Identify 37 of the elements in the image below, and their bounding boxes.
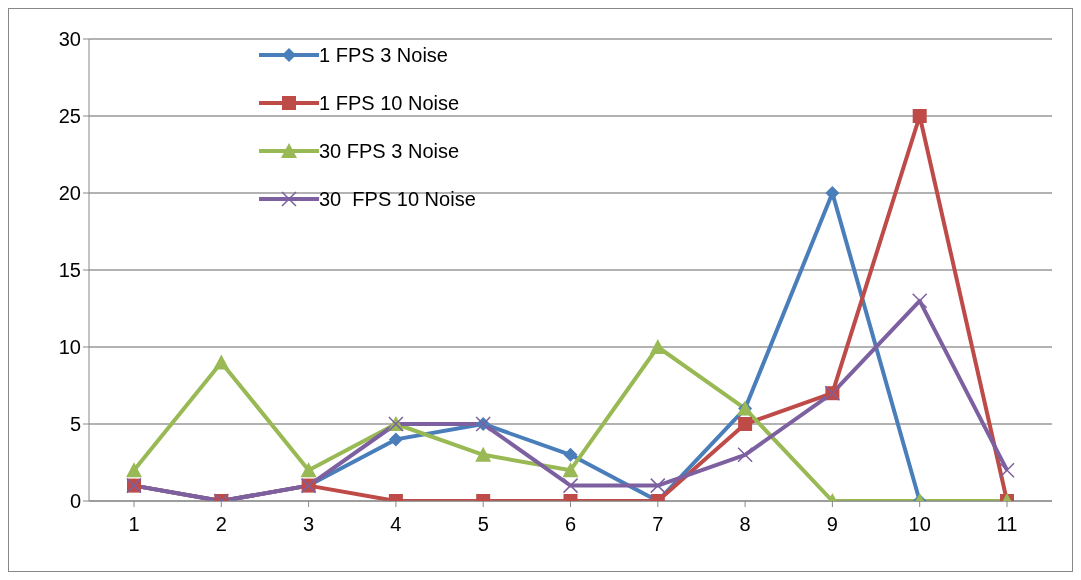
x-tick-label: 11 xyxy=(996,513,1018,536)
y-tick-label: 25 xyxy=(58,105,81,128)
x-tick-label: 2 xyxy=(215,513,227,536)
legend-label: 30 FPS 3 Noise xyxy=(319,139,460,163)
x-tick-label: 8 xyxy=(739,513,751,536)
y-tick-label: 5 xyxy=(69,413,81,436)
x-tick-label: 10 xyxy=(908,513,931,536)
y-tick-label: 10 xyxy=(58,336,81,359)
point xyxy=(825,186,840,200)
point xyxy=(126,462,142,478)
x-tick-label: 9 xyxy=(826,513,838,536)
y-tick-label: 0 xyxy=(69,490,81,513)
point xyxy=(300,462,317,478)
point xyxy=(213,354,230,370)
point xyxy=(649,339,666,354)
x-tick-label: 1 xyxy=(128,513,140,536)
x-tick-label: 3 xyxy=(303,513,315,536)
legend-label: 30 FPS 10 Noise xyxy=(319,187,476,211)
point xyxy=(562,477,579,494)
y-tick-label: 30 xyxy=(58,28,81,51)
point xyxy=(737,447,753,463)
y-tick-label: 15 xyxy=(58,259,81,282)
y-tick-label: 20 xyxy=(58,182,81,205)
point xyxy=(650,477,666,494)
x-tick-label: 4 xyxy=(390,513,402,536)
point xyxy=(562,462,579,478)
point xyxy=(912,109,927,123)
legend-label: 1 FPS 10 Noise xyxy=(319,91,460,115)
x-tick-label: 7 xyxy=(652,513,664,536)
point xyxy=(738,417,753,431)
legend-label: 1 FPS 3 Noise xyxy=(319,43,448,67)
point xyxy=(475,446,492,462)
point xyxy=(388,432,403,447)
point xyxy=(999,462,1015,478)
x-tick-label: 6 xyxy=(564,513,577,536)
x-tick-label: 5 xyxy=(477,513,489,536)
point xyxy=(563,447,578,462)
